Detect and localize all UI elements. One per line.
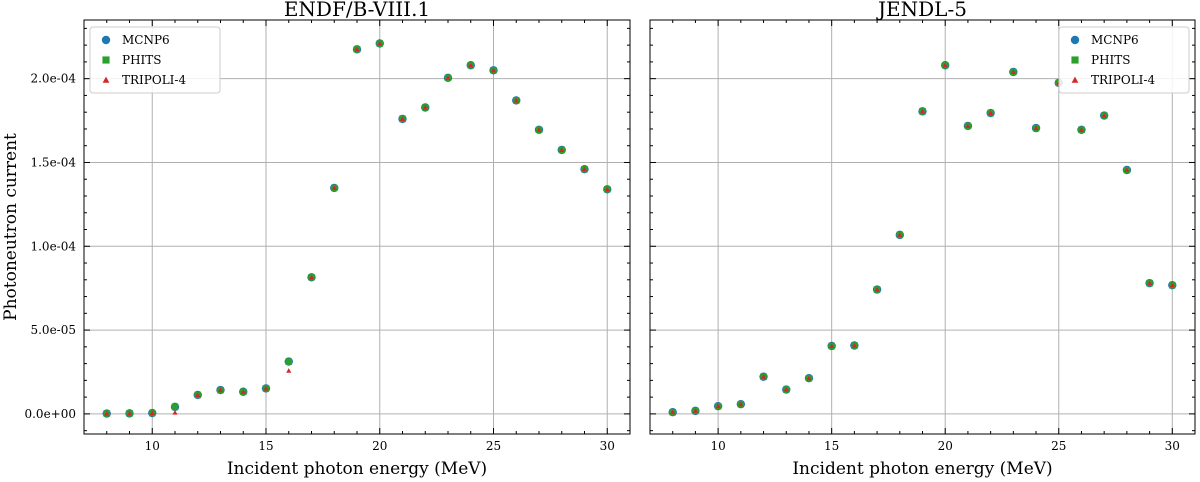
x-axis-label: Incident photon energy (MeV) [227, 459, 487, 479]
data-point-tripoli-4 [919, 108, 926, 114]
data-point-tripoli-4 [286, 368, 292, 373]
data-point-tripoli-4 [331, 185, 337, 190]
data-point-tripoli-4 [581, 166, 588, 172]
data-point-tripoli-4 [536, 127, 542, 132]
data-point-tripoli-4 [126, 410, 133, 416]
x-tick-label: 20 [372, 439, 387, 453]
data-point-tripoli-4 [308, 274, 315, 280]
data-point-tripoli-4 [445, 75, 451, 80]
data-point-tripoli-4 [604, 186, 610, 192]
data-point-tripoli-4 [399, 116, 406, 121]
data-point-tripoli-4 [897, 232, 903, 237]
legend-box [89, 26, 221, 94]
data-point-tripoli-4 [1124, 167, 1130, 173]
x-tick-label: 15 [824, 439, 839, 453]
data-point-tripoli-4 [1101, 112, 1107, 118]
data-point-tripoli-4 [354, 46, 360, 52]
x-tick-label: 10 [145, 439, 160, 453]
data-point-tripoli-4 [874, 286, 880, 292]
series-phits [103, 40, 611, 417]
legend: MCNP6 PHITS TRIPOLI-4 [1058, 26, 1190, 94]
data-point-tripoli-4 [1010, 69, 1016, 75]
legend-label: MCNP6 [122, 33, 170, 47]
x-tick-label: 20 [938, 439, 953, 453]
series-tripoli-4 [104, 40, 610, 416]
x-tick-label: 10 [710, 439, 725, 453]
legend-marker-phits [102, 56, 110, 64]
data-point-tripoli-4 [965, 123, 971, 128]
data-point-tripoli-4 [806, 375, 812, 381]
x-tick-label: 15 [258, 439, 273, 453]
data-point-tripoli-4 [195, 392, 201, 397]
panel-jendl: 10 15 20 25 30 JENDL-5 Incident photon energy … [649, 0, 1196, 479]
x-tick-label: 25 [1051, 439, 1066, 453]
legend-marker-tripoli-4 [1071, 76, 1079, 83]
data-point-tripoli-4 [104, 410, 110, 416]
y-tick-label: 1.0e-04 [30, 239, 76, 253]
chart-title: JENDL-5 [876, 0, 967, 21]
data-point-tripoli-4 [559, 147, 565, 152]
plot-frame [649, 19, 1196, 435]
x-tick-label: 30 [1165, 439, 1180, 453]
legend-label: PHITS [122, 53, 162, 67]
data-point-tripoli-4 [377, 40, 383, 46]
data-point-tripoli-4 [783, 387, 789, 392]
data-point-tripoli-4 [1147, 280, 1153, 286]
data-point-tripoli-4 [217, 387, 224, 393]
x-tick-label: 25 [486, 439, 501, 453]
series-mcnp6 [102, 39, 612, 418]
legend-label: PHITS [1091, 53, 1131, 67]
data-point-tripoli-4 [513, 97, 519, 103]
y-tick-label: 5.0e-05 [30, 323, 76, 337]
data-point-tripoli-4 [490, 67, 497, 73]
legend-label: TRIPOLI-4 [1091, 73, 1155, 87]
y-tick-label: 0.0e+00 [24, 407, 76, 421]
data-point-phits [171, 403, 179, 411]
chart-title: ENDF/B-VIII.1 [284, 0, 430, 21]
data-point-tripoli-4 [149, 410, 155, 416]
data-point-tripoli-4 [422, 104, 428, 110]
panel-endf: 10 15 20 25 30 0.0e+00 5.0e-05 1.0e-04 1.5e-04 2.… [1, 0, 631, 479]
data-point-phits [285, 358, 292, 365]
legend-box [1058, 26, 1190, 94]
y-axis-label: Photoneutron current [1, 133, 21, 321]
data-point-tripoli-4 [760, 374, 767, 379]
data-point-tripoli-4 [738, 401, 744, 407]
legend-label: MCNP6 [1091, 33, 1139, 47]
data-point-tripoli-4 [670, 409, 676, 415]
y-tick-label: 1.5e-04 [30, 155, 76, 169]
legend-marker-tripoli-4 [102, 76, 110, 83]
data-point-tripoli-4 [715, 403, 721, 409]
legend: MCNP6 PHITS TRIPOLI-4 [89, 26, 221, 94]
data-point-tripoli-4 [942, 62, 948, 68]
legend-marker-mcnp6 [101, 35, 111, 45]
data-point-tripoli-4 [240, 389, 246, 394]
data-point-tripoli-4 [263, 385, 269, 391]
data-point-tripoli-4 [1078, 127, 1085, 132]
data-point-tripoli-4 [1169, 282, 1175, 288]
data-point-tripoli-4 [851, 342, 857, 348]
data-point-tripoli-4 [172, 409, 178, 415]
legend-marker-mcnp6 [1070, 35, 1080, 45]
data-point-tripoli-4 [829, 343, 835, 349]
x-axis-label: Incident photon energy (MeV) [792, 459, 1052, 479]
y-tick-label: 2.0e-04 [30, 72, 76, 86]
plot-frame [83, 19, 631, 435]
data-point-tripoli-4 [468, 62, 474, 68]
legend-marker-phits [1071, 56, 1079, 64]
data-point-tripoli-4 [1033, 125, 1039, 131]
x-tick-label: 30 [600, 439, 615, 453]
data-point-tripoli-4 [692, 408, 698, 413]
data-point-tripoli-4 [988, 110, 994, 116]
legend-label: TRIPOLI-4 [122, 73, 186, 87]
